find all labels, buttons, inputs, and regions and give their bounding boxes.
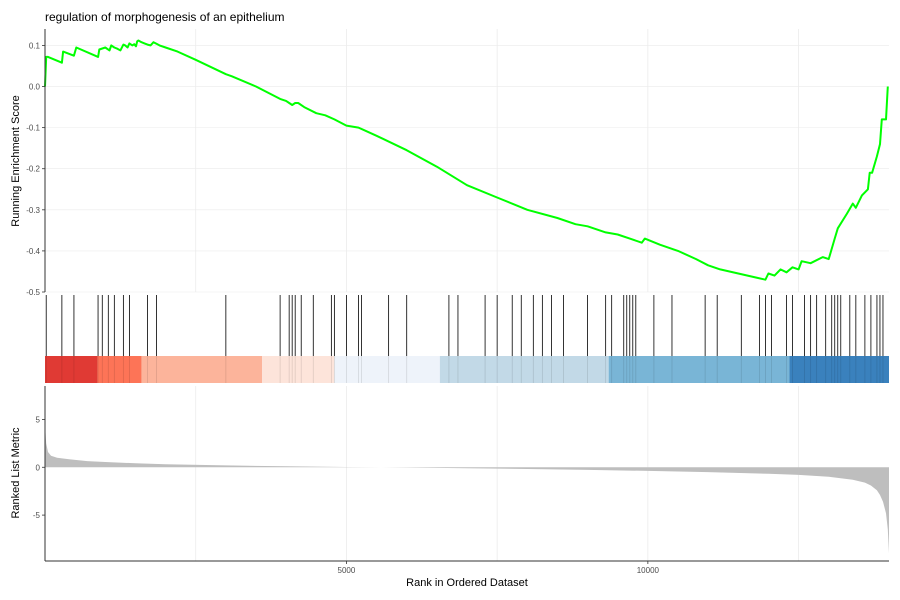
rm-gridlines: [195, 386, 799, 561]
running-es-line: [44, 39, 889, 281]
rm-tick-label-0: 5: [36, 415, 41, 424]
x-tick-label-0: 5000: [338, 566, 356, 575]
heat-band-5: [439, 356, 609, 383]
es-y-axis-title: Running Enrichment Score: [10, 95, 22, 226]
ranked-metric-panel: 5 0 -5 5000 10000 Ranked List Metric Rank i…: [10, 386, 889, 589]
heat-band-7: [789, 356, 889, 383]
es-gridlines: [45, 29, 889, 293]
es-tick-label-5: -0.4: [26, 247, 40, 256]
x-axis-title: Rank in Ordered Dataset: [406, 577, 528, 589]
axis-lines: [44, 29, 889, 562]
ranked-metric-area: [45, 424, 889, 554]
rm-y-ticks: 5 0 -5: [33, 415, 45, 520]
es-tick-label-4: -0.3: [26, 206, 40, 215]
rm-tick-label-1: 0: [36, 463, 41, 472]
chart-title: regulation of morphogenesis of an epithe…: [45, 10, 284, 24]
rank-heat-strip: [45, 356, 889, 383]
es-y-ticks: 0.1 0.0 -0.1 -0.2 -0.3 -0.4 -0.5: [26, 41, 45, 297]
gene-hits-panel: [45, 295, 884, 356]
heat-band-6: [608, 356, 790, 383]
heat-band-1: [97, 356, 142, 383]
es-tick-label-0: 0.1: [29, 41, 41, 50]
es-tick-label-6: -0.5: [26, 288, 40, 297]
rm-tick-label-2: -5: [33, 511, 41, 520]
running-es-panel: 0.1 0.0 -0.1 -0.2 -0.3 -0.4 -0.5 Running Enric…: [10, 29, 889, 297]
heat-band-0: [45, 356, 98, 383]
heat-band-4: [334, 356, 440, 383]
x-tick-label-1: 10000: [637, 566, 660, 575]
es-tick-label-1: 0.0: [29, 83, 41, 92]
heat-band-2: [141, 356, 263, 383]
heat-band-3: [262, 356, 335, 383]
x-axis-ticks: 5000 10000: [338, 561, 660, 575]
es-tick-label-3: -0.2: [26, 165, 40, 174]
rm-y-axis-title: Ranked List Metric: [10, 427, 22, 519]
es-tick-label-2: -0.1: [26, 124, 40, 133]
